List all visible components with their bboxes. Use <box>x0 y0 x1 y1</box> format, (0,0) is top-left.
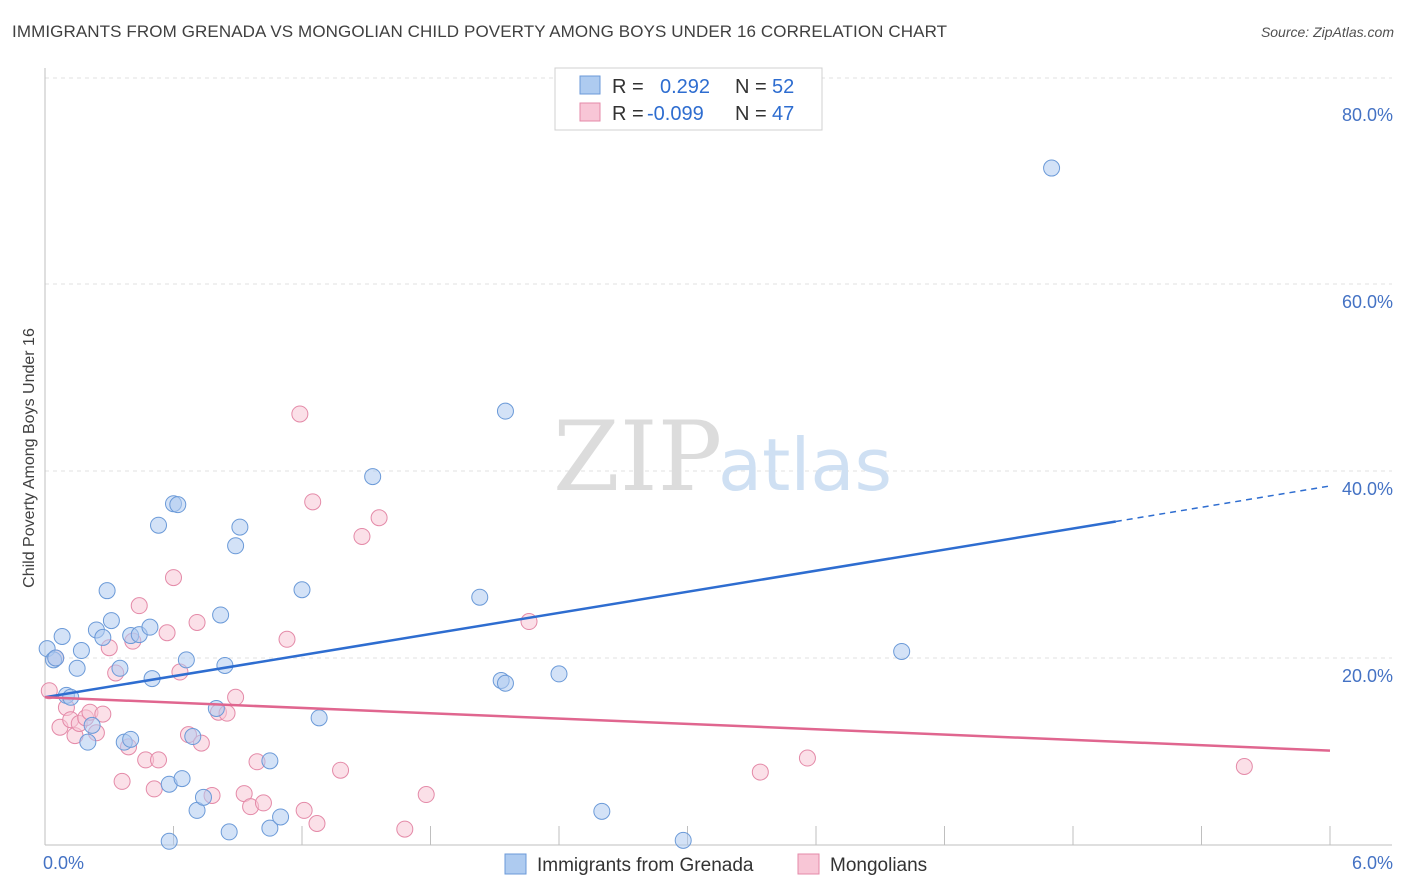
grenada-point <box>496 402 514 420</box>
grenada-point <box>674 831 692 849</box>
mongolians-point <box>254 794 272 812</box>
mongolians-point <box>227 688 245 706</box>
mongolians-point <box>165 569 182 587</box>
mongolians-point <box>291 405 309 423</box>
grenada-point <box>496 674 514 692</box>
y-tick-label: 20.0% <box>1342 666 1393 686</box>
mongolians-point <box>332 761 350 779</box>
legend-swatch-blue <box>579 75 601 95</box>
grenada-point <box>261 819 279 837</box>
x-tick-label: 0.0% <box>43 853 84 873</box>
mongolians-point <box>145 780 163 798</box>
mongolians-point <box>94 705 112 723</box>
grenada-point <box>47 649 65 667</box>
y-tick-labels: 20.0% 40.0% 60.0% 80.0% <box>1342 105 1393 686</box>
grenada-point <box>169 496 187 514</box>
correlation-legend: R = 0.292 N = 52 R = -0.099 N = 47 <box>554 67 823 131</box>
grenada-point <box>83 716 101 734</box>
grenada-point <box>111 659 129 677</box>
mongolians-point <box>308 814 326 832</box>
grenada-point <box>1043 159 1061 177</box>
grenada-trend-extension <box>1115 485 1331 523</box>
grenada-point <box>94 628 112 646</box>
grenada-point <box>261 752 279 770</box>
mongolians-point <box>1235 757 1253 775</box>
legend-r-label-2: R = <box>612 103 644 125</box>
grenada-point <box>893 642 911 660</box>
grenada-point <box>310 709 328 727</box>
mongolians-point <box>278 630 296 648</box>
legend-r-value-2: -0.099 <box>647 103 704 125</box>
grenada-point <box>593 802 611 820</box>
grenada-point <box>216 656 234 674</box>
mongolians-point <box>188 613 206 631</box>
grenada-trend-line <box>44 520 1117 699</box>
source-label: Source: ZipAtlas.com <box>1260 24 1394 40</box>
mongolians-point <box>295 801 313 819</box>
legend-n-label-2: N = <box>735 103 767 125</box>
grenada-point <box>177 651 195 669</box>
grenada-point <box>471 588 489 606</box>
grenada-point <box>68 659 86 677</box>
mongolians-point <box>396 820 414 838</box>
grenada-point <box>53 627 71 645</box>
series-legend: Immigrants from Grenada Mongolians <box>504 853 927 876</box>
series-legend-label-blue: Immigrants from Grenada <box>537 855 754 876</box>
grenada-point <box>102 612 120 630</box>
x-tick-label: 6.0% <box>1352 853 1393 873</box>
mongolians-point <box>150 751 168 769</box>
mongolians-point <box>130 597 148 615</box>
grenada-points <box>38 159 1061 850</box>
grenada-point <box>72 642 90 660</box>
mongolians-point <box>798 749 816 767</box>
legend-n-value-1: 52 <box>772 76 794 98</box>
grenada-point <box>79 733 97 751</box>
grenada-point <box>160 832 178 850</box>
y-tick-label: 40.0% <box>1342 479 1393 499</box>
grenada-point <box>550 665 568 683</box>
x-tick-labels: 0.0% 6.0% <box>43 853 1393 873</box>
grenada-point <box>150 516 168 534</box>
mongolians-point <box>353 527 371 545</box>
mongolians-point <box>158 624 176 642</box>
legend-r-value-1: 0.292 <box>660 76 710 98</box>
grenada-point <box>220 823 238 841</box>
mongolians-point <box>370 509 388 527</box>
y-tick-label: 80.0% <box>1342 105 1393 125</box>
legend-n-label-1: N = <box>735 76 767 98</box>
mongolians-point <box>304 493 322 511</box>
mongolians-point <box>751 763 769 781</box>
grenada-point <box>194 788 212 806</box>
legend-swatch-pink <box>579 102 601 122</box>
grenada-point <box>293 581 311 599</box>
series-legend-label-pink: Mongolians <box>830 855 927 876</box>
mongolians-trend-line <box>44 696 1331 752</box>
y-tick-label: 60.0% <box>1342 292 1393 312</box>
grenada-point <box>231 518 249 536</box>
grenada-point <box>184 728 202 746</box>
series-legend-swatch-blue <box>504 853 527 875</box>
mongolians-point <box>113 772 131 790</box>
y-axis-label: Child Poverty Among Boys Under 16 <box>21 328 38 588</box>
grenada-point <box>212 606 230 624</box>
grenada-point <box>364 468 382 486</box>
grenada-point <box>227 537 245 555</box>
legend-n-value-2: 47 <box>772 103 794 125</box>
grenada-point <box>122 730 140 748</box>
grid-lines <box>45 77 1392 659</box>
legend-r-label-1: R = <box>612 76 644 98</box>
watermark-zip: ZIP <box>553 401 722 513</box>
grenada-point <box>98 582 116 600</box>
series-legend-swatch-pink <box>797 853 820 875</box>
mongolians-point <box>417 786 435 804</box>
grenada-point <box>173 770 191 788</box>
grenada-point <box>141 618 159 636</box>
grenada-point <box>272 808 290 826</box>
watermark-atlas: atlas <box>718 423 892 507</box>
chart-title: IMMIGRANTS FROM GRENADA VS MONGOLIAN CHI… <box>12 22 948 41</box>
grenada-point <box>207 699 225 717</box>
trend-lines <box>44 485 1331 752</box>
